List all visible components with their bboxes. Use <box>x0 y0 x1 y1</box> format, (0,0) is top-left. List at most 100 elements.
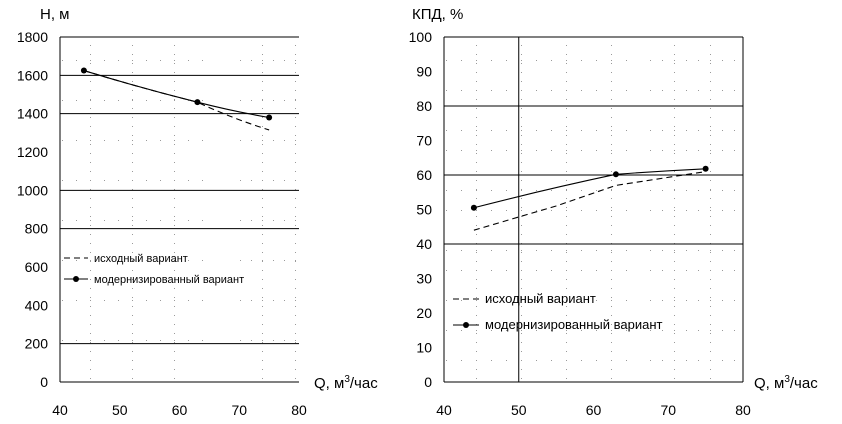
grid-dot <box>262 260 263 261</box>
grid-dot <box>566 360 567 361</box>
grid-dot <box>566 234 567 235</box>
grid-dot <box>132 99 133 100</box>
grid-dot <box>662 190 663 191</box>
grid-dot <box>90 63 91 64</box>
grid-dot <box>174 153 175 154</box>
grid-dot <box>626 90 627 91</box>
grid-dot <box>521 130 522 131</box>
grid-dot <box>295 63 296 64</box>
grid-dot <box>90 225 91 226</box>
grid-dot <box>476 180 477 181</box>
series-point <box>266 114 273 121</box>
grid-dot <box>551 210 552 211</box>
grid-dot <box>132 90 133 91</box>
grid-dot <box>160 100 161 101</box>
grid-dot <box>551 330 552 331</box>
grid-dot <box>611 369 612 370</box>
grid-dot <box>674 252 675 253</box>
grid-dot <box>611 207 612 208</box>
grid-dot <box>611 198 612 199</box>
grid-dot <box>611 234 612 235</box>
grid-dot <box>90 360 91 361</box>
y-tick-label: 200 <box>25 336 49 352</box>
grid-dot <box>132 288 133 289</box>
grid-dot <box>674 324 675 325</box>
y-tick-label: 0 <box>424 374 432 390</box>
grid-dot <box>90 288 91 289</box>
grid-dot <box>710 117 711 118</box>
grid-dot <box>90 90 91 91</box>
grid-dot <box>674 210 675 211</box>
grid-dot <box>90 171 91 172</box>
grid-dot <box>611 342 612 343</box>
grid-dot <box>446 60 447 61</box>
x-axis-title-sup: 3 <box>344 374 350 385</box>
grid-dot <box>506 190 507 191</box>
grid-dot <box>174 300 175 301</box>
grid-dot <box>174 126 175 127</box>
grid-dot <box>90 117 91 118</box>
grid-dot <box>506 360 507 361</box>
grid-dot <box>90 351 91 352</box>
grid-dot <box>491 60 492 61</box>
grid-dot <box>551 360 552 361</box>
grid-dot <box>62 220 63 221</box>
grid-dot <box>521 234 522 235</box>
grid-dot <box>476 261 477 262</box>
grid-dot <box>674 135 675 136</box>
y-tick-label: 400 <box>25 297 49 313</box>
grid-dot <box>476 108 477 109</box>
y-tick-label: 1200 <box>17 144 48 160</box>
grid-dot <box>611 300 612 301</box>
grid-dot <box>566 207 567 208</box>
grid-dot <box>686 90 687 91</box>
grid-dot <box>476 300 477 301</box>
grid-dot <box>674 117 675 118</box>
grid-dot <box>295 207 296 208</box>
grid-dot <box>710 297 711 298</box>
grid-dot <box>461 360 462 361</box>
grid-dot <box>536 300 537 301</box>
grid-dot <box>710 45 711 46</box>
grid-dot <box>506 90 507 91</box>
grid-dot <box>76 180 77 181</box>
grid-dot <box>174 108 175 109</box>
y-tick-label: 100 <box>409 29 433 45</box>
grid-dot <box>521 99 522 100</box>
grid-dot <box>566 252 567 253</box>
grid-dot <box>262 45 263 46</box>
grid-dot <box>491 150 492 151</box>
grid-dot <box>132 140 133 141</box>
grid-dot <box>174 135 175 136</box>
grid-dot <box>566 250 567 251</box>
grid-dot <box>566 216 567 217</box>
grid-dot <box>132 270 133 271</box>
y-tick-label: 800 <box>25 221 49 237</box>
grid-dot <box>76 100 77 101</box>
grid-dot <box>202 140 203 141</box>
grid-dot <box>521 54 522 55</box>
grid-dot <box>476 150 477 151</box>
grid-dot <box>295 300 296 301</box>
grid-dot <box>611 360 612 361</box>
grid-dot <box>506 330 507 331</box>
grid-dot <box>132 234 133 235</box>
grid-dot <box>611 60 612 61</box>
grid-dot <box>506 210 507 211</box>
grid-dot <box>662 210 663 211</box>
grid-dot <box>251 260 252 261</box>
grid-dot <box>722 360 723 361</box>
grid-dot <box>674 198 675 199</box>
grid-dot <box>674 63 675 64</box>
grid-dot <box>650 330 651 331</box>
grid-dot <box>295 45 296 46</box>
legend-label: модернизированный вариант <box>94 274 244 286</box>
grid-dot <box>710 81 711 82</box>
grid-dot <box>536 90 537 91</box>
grid-dot <box>476 189 477 190</box>
grid-dot <box>710 369 711 370</box>
grid-dot <box>581 330 582 331</box>
x-axis-title-tail: /час <box>790 375 818 392</box>
grid-dot <box>295 342 296 343</box>
grid-dot <box>650 60 651 61</box>
